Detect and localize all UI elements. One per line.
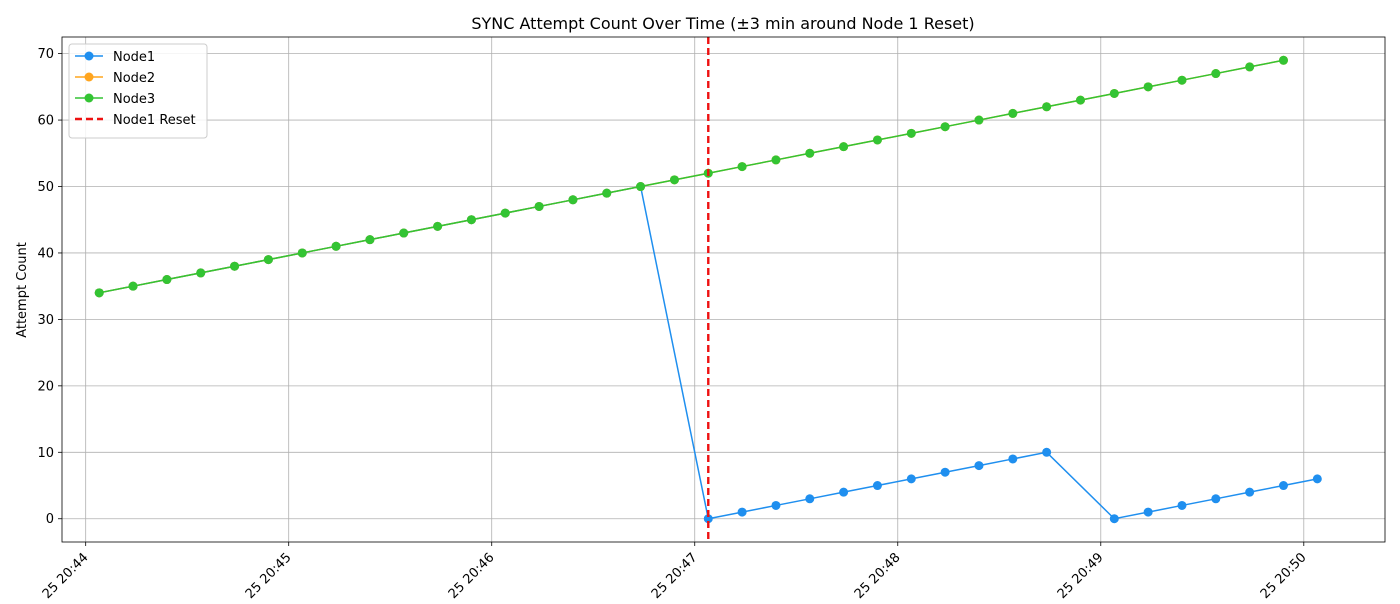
data-point-node3 bbox=[365, 235, 375, 245]
data-point-node3 bbox=[196, 268, 206, 278]
y-tick-label: 0 bbox=[46, 512, 54, 527]
data-point-node3 bbox=[940, 122, 950, 132]
data-point-node3 bbox=[839, 142, 849, 152]
legend-label: Node2 bbox=[113, 71, 155, 86]
data-point-node3 bbox=[1008, 108, 1018, 118]
data-point-node3 bbox=[1278, 55, 1288, 65]
data-point-node3 bbox=[906, 128, 916, 138]
data-point-node3 bbox=[1042, 102, 1052, 112]
data-point-node3 bbox=[805, 148, 815, 158]
legend-label: Node3 bbox=[113, 92, 155, 107]
legend-label: Node1 bbox=[113, 50, 155, 65]
legend: Node1 Node2 Node3 Node1 Reset bbox=[68, 43, 208, 139]
y-tick-label: 50 bbox=[37, 180, 54, 195]
legend-box bbox=[68, 43, 208, 139]
data-point-node1 bbox=[1245, 487, 1255, 497]
data-point-node3 bbox=[94, 288, 104, 298]
y-tick-label: 70 bbox=[37, 47, 54, 62]
data-point-node3 bbox=[1109, 88, 1119, 98]
plot-frame bbox=[61, 36, 1386, 543]
data-point-node3 bbox=[669, 175, 679, 185]
legend-swatch-marker bbox=[84, 51, 94, 61]
legend-swatch-marker bbox=[84, 93, 94, 103]
data-point-node1 bbox=[805, 494, 815, 504]
data-point-node1 bbox=[1312, 474, 1322, 484]
data-point-node3 bbox=[534, 201, 544, 211]
data-point-node3 bbox=[872, 135, 882, 145]
data-point-node1 bbox=[703, 514, 713, 524]
data-point-node3 bbox=[1075, 95, 1085, 105]
legend-item-node3: Node3 bbox=[75, 92, 155, 107]
data-point-node3 bbox=[1245, 62, 1255, 72]
data-point-node3 bbox=[500, 208, 510, 218]
data-point-node3 bbox=[230, 261, 240, 271]
data-point-node1 bbox=[1177, 500, 1187, 510]
data-point-node3 bbox=[433, 221, 443, 231]
data-point-node3 bbox=[568, 195, 578, 205]
data-point-node3 bbox=[263, 255, 273, 265]
data-point-node3 bbox=[162, 275, 172, 285]
y-tick-label: 30 bbox=[37, 313, 54, 328]
data-point-node3 bbox=[1177, 75, 1187, 85]
data-point-node3 bbox=[974, 115, 984, 125]
y-tick-label: 40 bbox=[37, 246, 54, 261]
data-point-node1 bbox=[940, 467, 950, 477]
data-point-node3 bbox=[737, 162, 747, 172]
series-node3 bbox=[94, 55, 1288, 298]
data-point-node1 bbox=[1278, 481, 1288, 491]
data-point-node1 bbox=[1042, 447, 1052, 457]
data-point-node3 bbox=[331, 241, 341, 251]
legend-item-node2: Node2 bbox=[75, 71, 155, 86]
data-point-node3 bbox=[466, 215, 476, 225]
data-point-node1 bbox=[839, 487, 849, 497]
data-point-node1 bbox=[771, 500, 781, 510]
y-axis-label: Attempt Count bbox=[15, 242, 30, 338]
series-group bbox=[94, 37, 1322, 542]
data-point-node3 bbox=[1211, 69, 1221, 79]
chart-title: SYNC Attempt Count Over Time (±3 min aro… bbox=[471, 14, 974, 33]
data-point-node3 bbox=[1143, 82, 1153, 92]
data-point-node1 bbox=[1008, 454, 1018, 464]
legend-label: Node1 Reset bbox=[113, 113, 196, 128]
legend-item-node1-reset: Node1 Reset bbox=[75, 113, 196, 128]
data-point-node3 bbox=[602, 188, 612, 198]
data-point-node1 bbox=[974, 461, 984, 471]
legend-item-node1: Node1 bbox=[75, 50, 155, 65]
y-tick-label: 20 bbox=[37, 379, 54, 394]
data-point-node3 bbox=[771, 155, 781, 165]
data-point-node1 bbox=[906, 474, 916, 484]
legend-swatch-marker bbox=[84, 72, 94, 82]
data-point-node3 bbox=[128, 281, 138, 291]
data-point-node1 bbox=[1143, 507, 1153, 517]
data-point-node3 bbox=[297, 248, 307, 258]
data-point-node1 bbox=[872, 481, 882, 491]
data-point-node1 bbox=[737, 507, 747, 517]
data-point-node3 bbox=[399, 228, 409, 238]
y-tick-label: 10 bbox=[37, 446, 54, 461]
series-line-node3 bbox=[99, 59, 1284, 294]
data-point-node1 bbox=[1109, 514, 1119, 524]
grid bbox=[62, 37, 1385, 542]
y-tick-label: 60 bbox=[37, 114, 54, 129]
data-point-node3 bbox=[636, 182, 646, 192]
data-point-node1 bbox=[1211, 494, 1221, 504]
